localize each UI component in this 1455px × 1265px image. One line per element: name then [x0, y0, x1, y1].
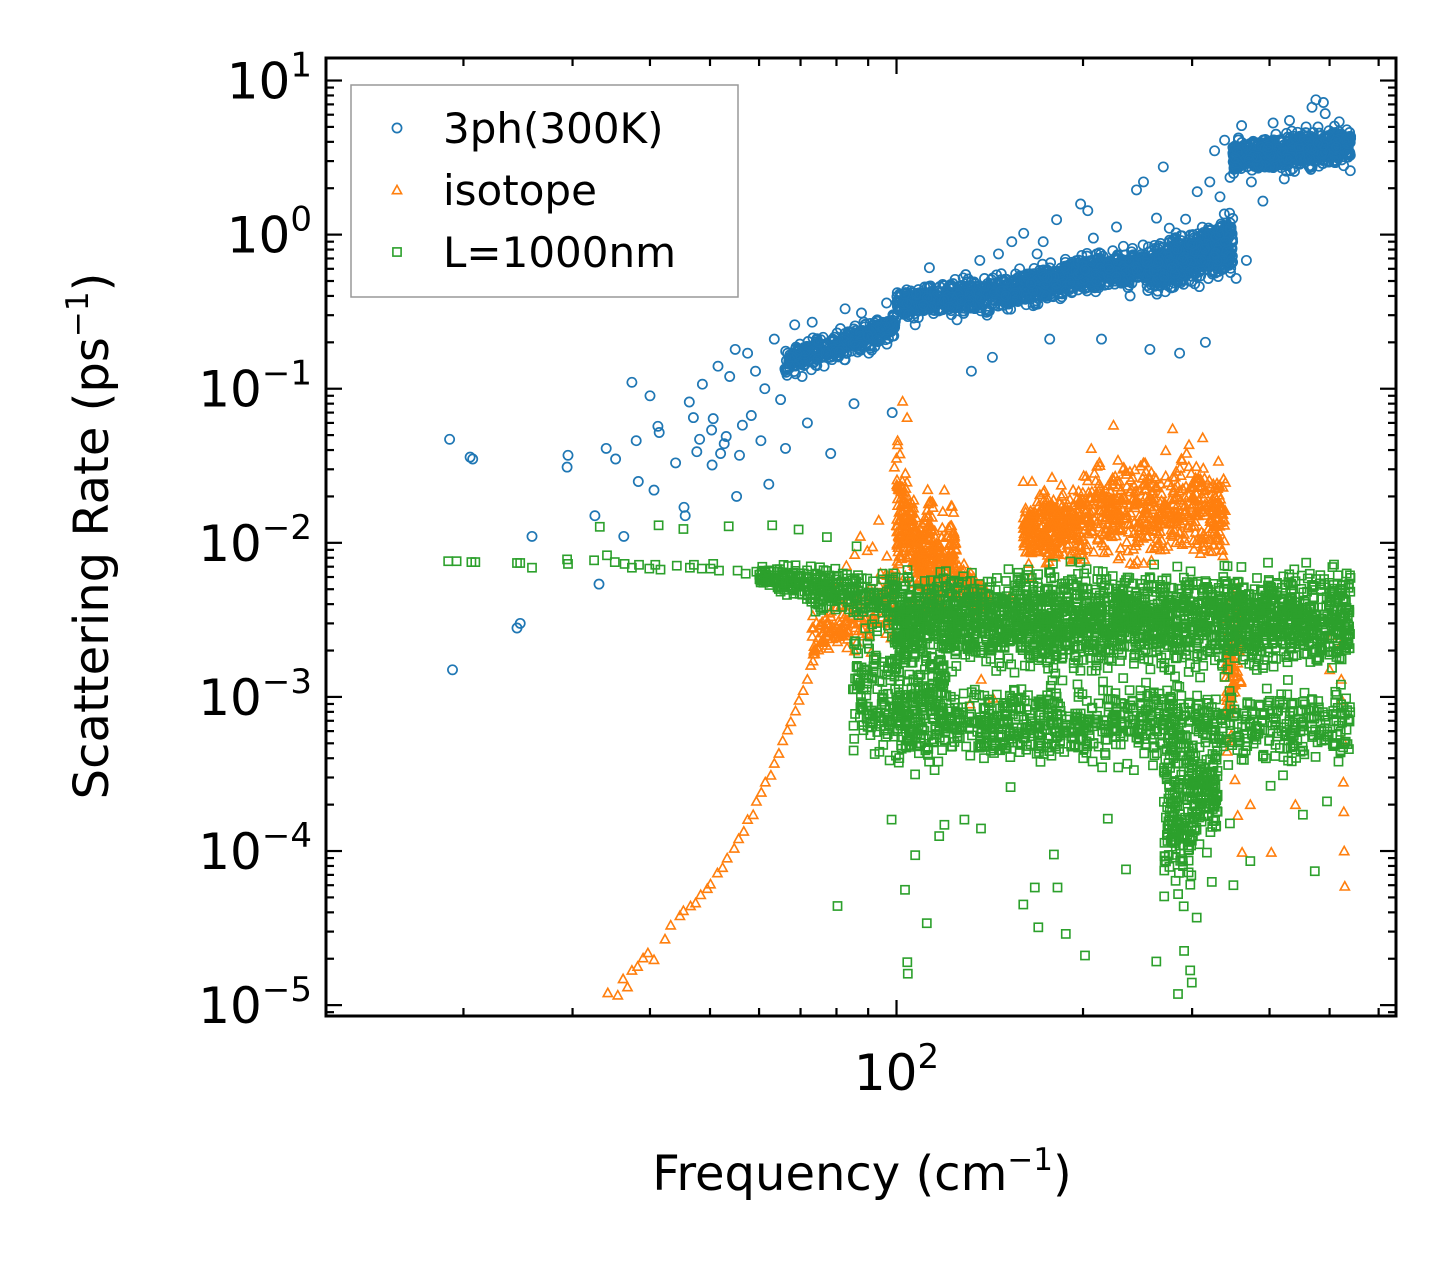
data-layer [443, 94, 1357, 1000]
data-point-circle [988, 287, 1000, 299]
data-point-circle [833, 346, 845, 358]
data-point-circle [999, 276, 1011, 288]
data-point-circle [951, 285, 963, 297]
data-point-circle [871, 335, 883, 346]
data-point-circle [833, 351, 845, 363]
data-point-circle [820, 347, 832, 359]
data-point-circle [910, 288, 922, 300]
data-point-circle [846, 326, 858, 338]
data-point-circle [866, 344, 878, 356]
data-point-circle [884, 318, 896, 330]
data-point-circle [964, 287, 976, 299]
data-point-circle [791, 348, 803, 360]
data-point-circle [861, 337, 873, 349]
data-point-circle [897, 296, 909, 308]
data-point-circle [1001, 273, 1012, 285]
data-point-circle [979, 280, 991, 292]
data-point-circle [898, 307, 910, 319]
data-point-circle [974, 299, 986, 311]
data-point-circle [938, 294, 950, 306]
data-point-circle [969, 301, 981, 313]
series-circle-0 [444, 94, 1357, 676]
data-point-circle [849, 336, 861, 348]
data-point-circle [957, 272, 969, 284]
data-point-circle [859, 319, 871, 331]
data-point-circle [992, 300, 1004, 312]
data-point-circle [1045, 257, 1057, 269]
data-point-circle [780, 345, 792, 357]
data-point-circle [974, 293, 986, 304]
data-point-circle [784, 362, 795, 374]
data-point-circle [919, 281, 931, 293]
data-point-circle [932, 303, 944, 315]
data-point-circle [956, 294, 968, 306]
data-point-circle [854, 330, 866, 342]
data-point-circle [812, 353, 824, 365]
data-point-circle [884, 323, 896, 334]
data-point-circle [862, 330, 874, 342]
